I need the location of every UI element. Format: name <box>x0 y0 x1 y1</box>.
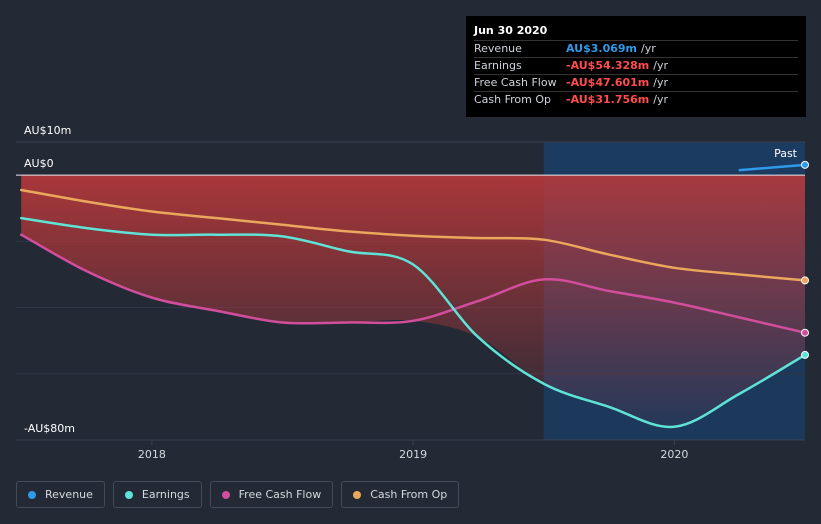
series-line-earnings <box>19 216 807 429</box>
tooltip-label: Cash From Op <box>474 93 552 106</box>
tooltip-row-revenue: Revenue AU$3.069m /yr <box>474 40 798 57</box>
legend-dot-icon <box>353 490 362 499</box>
tooltip-date: Jun 30 2020 <box>474 24 548 37</box>
legend-dot-icon <box>124 490 133 499</box>
tooltip-label: Earnings <box>474 59 522 72</box>
tooltip-unit: /yr <box>653 76 668 89</box>
series-end-point-cash-from-op <box>801 276 809 285</box>
y-tick-label: -AU$80m <box>24 422 75 435</box>
legend-dot-icon <box>221 490 230 499</box>
negative-area-fill <box>21 175 806 427</box>
tooltip-unit: /yr <box>653 93 668 106</box>
legend-item-earnings[interactable]: Earnings <box>112 481 202 508</box>
x-tick-label: 2020 <box>660 448 688 461</box>
tooltip-row-free-cash-flow: Free Cash Flow -AU$47.601m /yr <box>474 74 798 91</box>
legend-label: Cash From Op <box>370 488 448 501</box>
tooltip-row-earnings: Earnings -AU$54.328m /yr <box>474 57 798 74</box>
series-line-cash-from-op <box>19 188 807 282</box>
legend-label: Earnings <box>141 488 190 501</box>
y-tick-label: AU$10m <box>24 124 71 137</box>
tooltip-label: Revenue <box>474 42 522 55</box>
legend-item-cash-from-op[interactable]: Cash From Op <box>341 481 460 508</box>
tooltip-unit: /yr <box>653 59 668 72</box>
series-end-point-earnings <box>801 350 809 359</box>
past-label: Past <box>774 147 798 160</box>
data-tooltip: Jun 30 2020 Revenue AU$3.069m /yr Earnin… <box>466 16 806 117</box>
legend-item-revenue[interactable]: Revenue <box>16 481 105 508</box>
legend-dot-icon <box>28 490 36 499</box>
tooltip-label: Free Cash Flow <box>474 76 557 89</box>
series-line-free-cash-flow <box>19 233 807 334</box>
legend-label: Free Cash Flow <box>238 488 322 501</box>
tooltip-row-cash-from-op: Cash From Op -AU$31.756m /yr <box>474 91 798 108</box>
tooltip-value: -AU$31.756m <box>566 93 650 106</box>
tooltip-unit: /yr <box>641 42 656 55</box>
tooltip-value: -AU$54.328m <box>566 59 650 72</box>
chart-area: AU$10m AU$0 -AU$80m 2018 2019 2020 Past <box>16 124 809 461</box>
series-end-point-free-cash-flow <box>801 328 809 337</box>
x-tick-label: 2018 <box>138 448 166 461</box>
legend-item-free-cash-flow[interactable]: Free Cash Flow <box>209 481 334 508</box>
x-tick-label: 2019 <box>399 448 427 461</box>
tooltip-value: -AU$47.601m <box>566 76 650 89</box>
legend: Revenue Earnings Free Cash Flow Cash Fro… <box>16 481 460 508</box>
tooltip-value: AU$3.069m <box>566 42 638 55</box>
legend-label: Revenue <box>45 488 93 501</box>
series-end-point-revenue <box>801 160 809 169</box>
y-tick-label: AU$0 <box>24 157 54 170</box>
